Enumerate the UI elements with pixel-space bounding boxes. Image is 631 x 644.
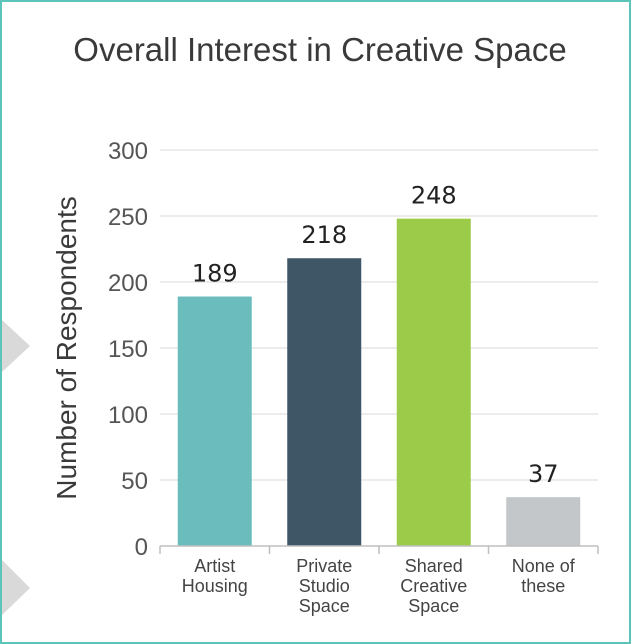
category-label: Housing: [182, 576, 248, 596]
chevron-shape-lower: [2, 560, 30, 615]
x-axis: [159, 545, 599, 554]
data-label: 37: [528, 460, 559, 488]
chart-title: Overall Interest in Creative Space: [73, 31, 567, 68]
category-label: Studio: [299, 576, 350, 596]
category-label: Space: [408, 596, 459, 616]
data-labels: 189 218 248 37: [192, 182, 559, 489]
data-label: 248: [411, 182, 457, 210]
category-labels: ArtistHousingPrivateStudioSpaceSharedCre…: [182, 556, 576, 616]
category-label: Creative: [400, 576, 467, 596]
y-tick-label: 0: [135, 534, 148, 561]
bars: [177, 218, 581, 546]
y-tick-label: 100: [108, 402, 148, 429]
y-axis-title: Number of Respondents: [51, 196, 82, 500]
data-label: 189: [192, 260, 238, 288]
y-axis-ticks: 0 50 100 150 200 250 300: [108, 138, 148, 561]
category-label: Private: [296, 556, 352, 576]
y-tick-label: 250: [108, 204, 148, 231]
category-label: Shared: [405, 556, 463, 576]
bar: [287, 258, 362, 546]
y-tick-label: 50: [121, 468, 148, 495]
bar: [506, 497, 581, 546]
chevron-shape-upper: [2, 320, 30, 372]
category-label: None of: [512, 556, 576, 576]
category-label: these: [521, 576, 565, 596]
category-label: Artist: [194, 556, 235, 576]
y-tick-label: 150: [108, 336, 148, 363]
y-tick-label: 200: [108, 270, 148, 297]
bar: [177, 296, 252, 546]
gridlines: [160, 149, 598, 481]
data-label: 218: [301, 221, 347, 249]
category-label: Space: [299, 596, 350, 616]
y-tick-label: 300: [108, 138, 148, 165]
bar: [396, 218, 471, 546]
